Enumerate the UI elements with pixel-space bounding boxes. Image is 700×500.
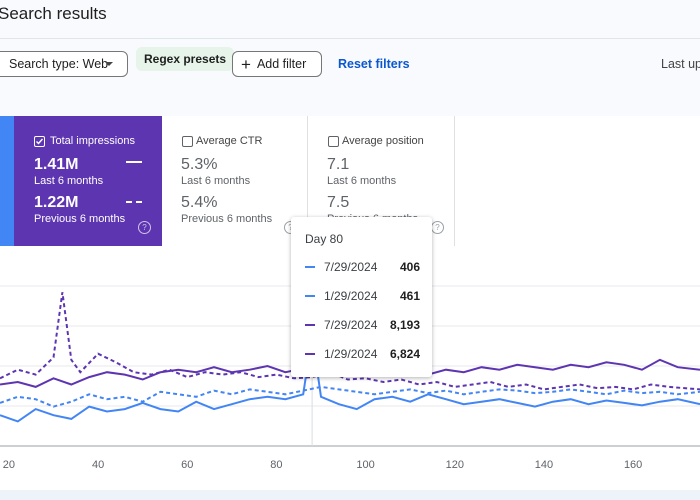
metric-cards: Total impressions 1.41M Last 6 months 1.… — [0, 116, 700, 246]
x-tick-label: 120 — [446, 459, 464, 471]
position-checkbox[interactable] — [328, 136, 339, 147]
regex-presets-chip[interactable]: Regex presets — [136, 47, 235, 71]
impressions-prev-period: Previous 6 months — [34, 213, 126, 225]
plus-icon: + — [241, 54, 251, 74]
position-period: Last 6 months — [327, 175, 397, 187]
tooltip-row: 1/29/2024 461 — [291, 288, 432, 308]
reset-filters-link[interactable]: Reset filters — [338, 57, 410, 71]
tooltip-value: 461 — [399, 289, 420, 303]
search-type-label: Search type: Web — [9, 57, 109, 71]
ctr-prev-value: 5.4% — [181, 194, 218, 211]
tooltip-value: 8,193 — [389, 318, 420, 332]
series-swatch-icon — [305, 353, 315, 355]
impressions-period: Last 6 months — [34, 175, 104, 187]
x-tick-label: 100 — [356, 459, 374, 471]
tooltip-date: 7/29/2024 — [324, 260, 378, 274]
position-label: Average position — [342, 135, 424, 147]
caret-down-icon — [105, 62, 113, 66]
position-value: 7.1 — [327, 156, 350, 173]
tooltip-row: 7/29/2024 406 — [291, 259, 432, 279]
series-swatch-icon — [305, 266, 315, 268]
help-icon[interactable]: ? — [431, 221, 444, 234]
total-impressions-card[interactable]: Total impressions 1.41M Last 6 months 1.… — [14, 116, 162, 246]
page-title: Search results — [0, 4, 107, 23]
dashed-line-legend-icon — [126, 201, 142, 203]
check-icon — [36, 138, 44, 145]
chart-tooltip: Day 80 7/29/2024 406 1/29/2024 461 7/29/2024… — [291, 217, 432, 377]
ctr-label: Average CTR — [196, 135, 263, 147]
impressions-checkbox[interactable] — [34, 136, 45, 147]
series-swatch-icon — [305, 324, 315, 326]
tooltip-date: 1/29/2024 — [324, 289, 378, 303]
bottom-bar — [0, 490, 700, 500]
top-bar: Search results Search type: Web Regex pr… — [0, 0, 700, 116]
x-tick-label: 160 — [624, 459, 642, 471]
impressions-value: 1.41M — [34, 156, 79, 173]
last-updated-text: Last up — [661, 57, 700, 71]
average-ctr-card[interactable]: Average CTR 5.3% Last 6 months 5.4% Prev… — [162, 116, 308, 246]
header-divider — [0, 38, 700, 39]
series-line-1 — [0, 335, 700, 423]
tooltip-title: Day 80 — [305, 232, 344, 246]
tooltip-date: 1/29/2024 — [324, 347, 378, 361]
add-filter-label: Add filter — [256, 57, 307, 71]
add-filter-button[interactable]: + Add filter — [232, 51, 322, 77]
tooltip-row: 1/29/2024 6,824 — [291, 346, 432, 366]
impressions-label: Total impressions — [50, 135, 135, 147]
tooltip-date: 7/29/2024 — [324, 318, 378, 332]
series-swatch-icon — [305, 295, 315, 297]
x-tick-label: 140 — [535, 459, 553, 471]
tooltip-value: 6,824 — [389, 347, 420, 361]
help-icon[interactable]: ? — [138, 221, 151, 234]
tooltip-row: 7/29/2024 8,193 — [291, 317, 432, 337]
total-clicks-card[interactable] — [0, 116, 14, 246]
ctr-checkbox[interactable] — [182, 136, 193, 147]
search-type-dropdown[interactable]: Search type: Web — [0, 51, 128, 77]
x-tick-label: 20 — [3, 459, 15, 471]
tooltip-value: 406 — [399, 260, 420, 274]
impressions-prev-value: 1.22M — [34, 194, 79, 211]
ctr-value: 5.3% — [181, 156, 218, 173]
x-tick-label: 40 — [92, 459, 104, 471]
ctr-prev-period: Previous 6 months — [181, 213, 273, 225]
x-tick-label: 60 — [181, 459, 193, 471]
solid-line-legend-icon — [126, 161, 142, 163]
series-line-2 — [0, 385, 700, 408]
x-tick-label: 80 — [270, 459, 282, 471]
position-prev-value: 7.5 — [327, 194, 350, 211]
ctr-period: Last 6 months — [181, 175, 251, 187]
